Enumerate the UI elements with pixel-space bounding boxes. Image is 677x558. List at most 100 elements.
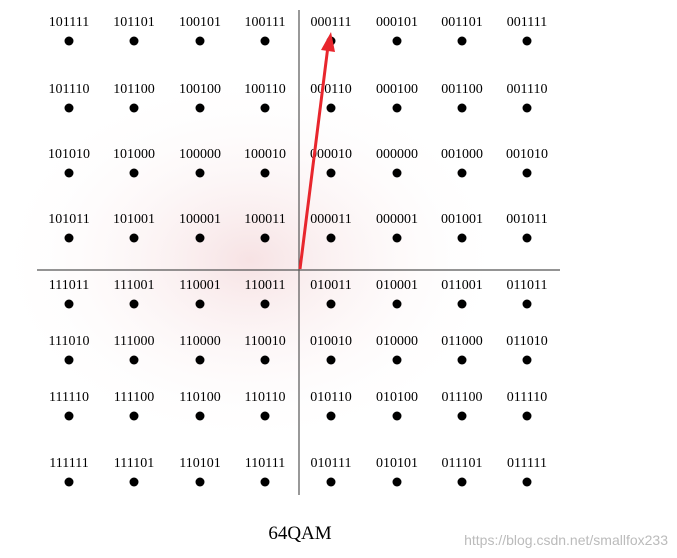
constellation-point (326, 411, 336, 421)
constellation-point (260, 233, 270, 243)
point-label: 110100 (179, 390, 220, 405)
point-label: 101010 (48, 147, 90, 162)
constellation-point (129, 103, 139, 113)
point-label: 101101 (113, 15, 154, 30)
constellation-point (129, 233, 139, 243)
point-label: 111010 (49, 334, 90, 349)
constellation-point (129, 355, 139, 365)
constellation-point (326, 168, 336, 178)
point-label: 011100 (442, 390, 483, 405)
constellation-point (457, 168, 467, 178)
point-label: 010010 (310, 334, 352, 349)
constellation-point (195, 103, 205, 113)
constellation-point (457, 411, 467, 421)
constellation-point (195, 233, 205, 243)
constellation-point (260, 477, 270, 487)
point-label: 001011 (506, 212, 547, 227)
constellation-point (457, 477, 467, 487)
point-label: 111000 (114, 334, 155, 349)
point-label: 100011 (244, 212, 285, 227)
point-label: 011101 (442, 456, 483, 471)
point-label: 000001 (376, 212, 418, 227)
constellation-point (326, 299, 336, 309)
point-label: 010000 (376, 334, 418, 349)
constellation-point (129, 36, 139, 46)
constellation-point (64, 411, 74, 421)
constellation-point (457, 103, 467, 113)
point-label: 000010 (310, 147, 352, 162)
point-label: 011010 (506, 334, 547, 349)
constellation-point (195, 299, 205, 309)
vector-arrow (298, 45, 330, 270)
point-label: 000111 (311, 15, 352, 30)
point-label: 110101 (179, 456, 220, 471)
point-label: 101100 (113, 82, 154, 97)
constellation-point (392, 299, 402, 309)
point-label: 000000 (376, 147, 418, 162)
point-label: 010101 (376, 456, 418, 471)
point-label: 111110 (49, 390, 89, 405)
background-watermark-shape (0, 70, 510, 450)
constellation-point (522, 168, 532, 178)
constellation-point (195, 411, 205, 421)
constellation-point (260, 411, 270, 421)
point-label: 000011 (310, 212, 351, 227)
constellation-points: 101111 101101 100101 100111 000111 000101 0011… (48, 15, 548, 487)
point-label: 100000 (179, 147, 221, 162)
constellation-point (522, 103, 532, 113)
point-label: 101111 (49, 15, 89, 30)
constellation-point (64, 36, 74, 46)
constellation-point (522, 355, 532, 365)
point-label: 100001 (179, 212, 221, 227)
constellation-point (392, 477, 402, 487)
constellation-point (64, 477, 74, 487)
constellation-point (522, 299, 532, 309)
point-label: 101011 (48, 212, 89, 227)
point-label: 001010 (506, 147, 548, 162)
point-label: 000110 (310, 82, 351, 97)
constellation-point (129, 168, 139, 178)
constellation-point (64, 355, 74, 365)
constellation-point (392, 36, 402, 46)
constellation-point (392, 233, 402, 243)
constellation-point (260, 355, 270, 365)
point-label: 001110 (507, 82, 548, 97)
constellation-point (64, 168, 74, 178)
point-label: 000100 (376, 82, 418, 97)
constellation-point (392, 103, 402, 113)
point-label: 001101 (441, 15, 482, 30)
constellation-point (195, 168, 205, 178)
point-label: 100111 (245, 15, 286, 30)
constellation-point (392, 355, 402, 365)
point-label: 111111 (49, 456, 88, 471)
point-label: 111101 (114, 456, 154, 471)
point-label: 101001 (113, 212, 155, 227)
point-label: 101000 (113, 147, 155, 162)
point-label: 100010 (244, 147, 286, 162)
point-label: 010100 (376, 390, 418, 405)
point-label: 010001 (376, 278, 418, 293)
constellation-point (522, 411, 532, 421)
constellation-point (457, 233, 467, 243)
constellation-point (64, 299, 74, 309)
constellation-point (129, 411, 139, 421)
point-label: 000101 (376, 15, 418, 30)
constellation-point (457, 355, 467, 365)
constellation-point (326, 355, 336, 365)
point-label: 010111 (311, 456, 352, 471)
constellation-point (326, 477, 336, 487)
constellation-point (326, 103, 336, 113)
point-label: 110011 (245, 278, 286, 293)
constellation-point (64, 233, 74, 243)
point-label: 010011 (310, 278, 351, 293)
point-label: 011000 (441, 334, 482, 349)
point-label: 011110 (507, 390, 547, 405)
constellation-point (64, 103, 74, 113)
point-label: 100101 (179, 15, 221, 30)
point-label: 001100 (441, 82, 482, 97)
constellation-point (522, 36, 532, 46)
point-label: 100110 (244, 82, 285, 97)
constellation-point (457, 36, 467, 46)
point-label: 110111 (245, 456, 285, 471)
